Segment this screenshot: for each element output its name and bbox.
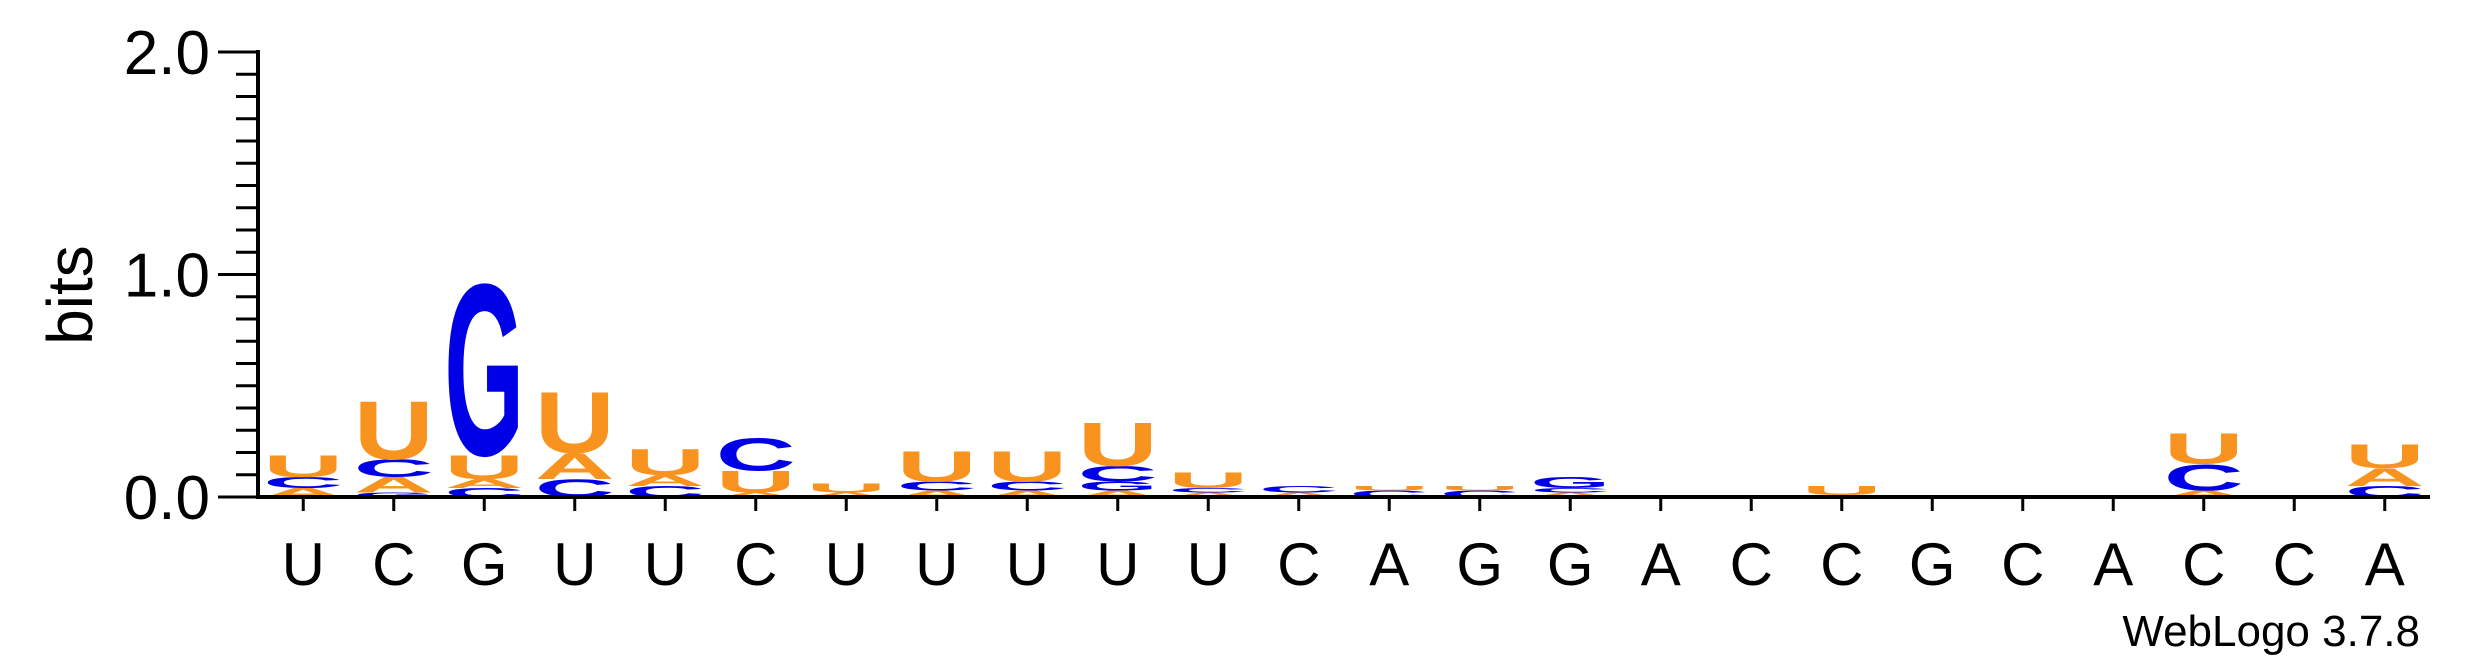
logo-letter-u: U — [716, 465, 796, 500]
x-tick-label: C — [372, 531, 415, 598]
logo-column: CAU — [535, 375, 615, 503]
logo-letter-c: C — [263, 474, 343, 491]
logo-letter-c: C — [897, 479, 977, 493]
x-tick-label: U — [915, 531, 958, 598]
x-tick-label: U — [1006, 531, 1049, 598]
x-tick-label: A — [2093, 531, 2133, 598]
logo-letter-a: A — [987, 489, 1067, 499]
logo-column: ACU — [2164, 424, 2244, 499]
logo-letter-u: U — [806, 481, 886, 495]
x-tick-label: A — [2365, 531, 2405, 598]
logo-letter-a: A — [2345, 464, 2425, 492]
logo-letter-u: U — [1440, 485, 1520, 492]
logo-letter-u: U — [535, 375, 615, 472]
logo-column: CAU — [625, 441, 705, 500]
logo-letter-a: A — [1078, 489, 1158, 499]
x-tick-label: C — [734, 531, 777, 598]
logo-column: AC — [1259, 484, 1339, 498]
logo-letter-g: G — [1078, 479, 1158, 493]
logo-column: AUC — [716, 429, 796, 500]
x-tick-label: U — [825, 531, 868, 598]
y-axis-title: bits — [34, 245, 106, 345]
x-tick-label: G — [461, 531, 508, 598]
logo-letter-a: A — [806, 491, 886, 498]
logo-letter-u: U — [263, 449, 343, 484]
logo-column: CU — [1440, 485, 1520, 499]
x-tick-label: C — [2273, 531, 2316, 598]
logo-letter-c: C — [1259, 484, 1339, 494]
x-tick-label: A — [1369, 531, 1409, 598]
logo-column: ACG — [1530, 474, 1610, 498]
logo-letter-c: C — [1168, 487, 1248, 494]
logo-letter-u: U — [987, 442, 1067, 491]
weblogo-credit: WebLogo 3.7.8 — [2122, 607, 2420, 656]
logo-letter-u: U — [897, 442, 977, 491]
logo-letter-a: A — [2164, 489, 2244, 499]
logo-letter-u: U — [2345, 438, 2425, 476]
logo-letter-a: A — [1259, 491, 1339, 498]
logo-letter-u: U — [625, 441, 705, 483]
logo-letter-c: C — [716, 429, 796, 481]
x-tick-label: U — [1096, 531, 1139, 598]
x-tick-label: C — [2182, 531, 2225, 598]
logo-letter-a: A — [444, 477, 524, 491]
x-tick-label: C — [2001, 531, 2044, 598]
x-tick-label: U — [644, 531, 687, 598]
x-tick-label: C — [1820, 531, 1863, 598]
logo-letter-c: C — [1530, 487, 1610, 494]
logo-column: ACU — [263, 449, 343, 500]
y-tick-label: 1.0 — [124, 242, 210, 311]
x-tick-label: U — [553, 531, 596, 598]
x-tick-label: U — [282, 531, 325, 598]
logo-letter-g: G — [354, 491, 434, 498]
x-tick-label: G — [1909, 531, 1956, 598]
logo-letter-a: A — [716, 491, 796, 498]
logo-letter-c: C — [2164, 456, 2244, 498]
logo-letter-u: U — [1078, 410, 1158, 479]
x-tick-label: G — [1456, 531, 1503, 598]
logo-letter-c: C — [987, 479, 1067, 493]
y-tick-label: 0.0 — [124, 464, 210, 533]
logo-column: CU — [1349, 485, 1429, 499]
logo-letter-c: C — [354, 455, 434, 483]
y-tick-label: 2.0 — [124, 19, 210, 88]
logo-letter-a: A — [897, 489, 977, 499]
x-tick-label: C — [1277, 531, 1320, 598]
x-tick-label: U — [1187, 531, 1230, 598]
logo-letter-c: C — [1078, 462, 1158, 486]
logo-letter-g: G — [444, 233, 524, 507]
logo-letter-c: C — [1349, 489, 1429, 499]
logo-letter-u: U — [1802, 484, 1882, 498]
logo-letter-u: U — [1349, 485, 1429, 492]
x-tick-label: A — [1641, 531, 1681, 598]
logo-letter-u: U — [1168, 468, 1248, 492]
logo-letter-a: A — [1168, 491, 1248, 498]
logo-column: CAU — [2345, 438, 2425, 501]
logo-letter-u: U — [444, 449, 524, 487]
logo-letter-a: A — [354, 473, 434, 497]
x-tick-label: C — [1730, 531, 1773, 598]
logo-letter-a: A — [625, 472, 705, 489]
logo-column: ACU — [897, 442, 977, 499]
logo-letter-a: A — [1530, 491, 1610, 498]
logo-letter-g: G — [1530, 474, 1610, 492]
logo-letter-u: U — [2164, 424, 2244, 473]
logo-letter-c: C — [1440, 489, 1520, 499]
y-axis: 0.0 1.0 2.0 — [124, 19, 260, 533]
x-tick-label: G — [1547, 531, 1594, 598]
logo-column: ACU — [987, 442, 1067, 499]
logo-letter-a: A — [535, 445, 615, 487]
logo-column: AU — [806, 481, 886, 498]
logo-letter-u: U — [354, 383, 434, 477]
logo-column: ACU — [1168, 468, 1248, 498]
